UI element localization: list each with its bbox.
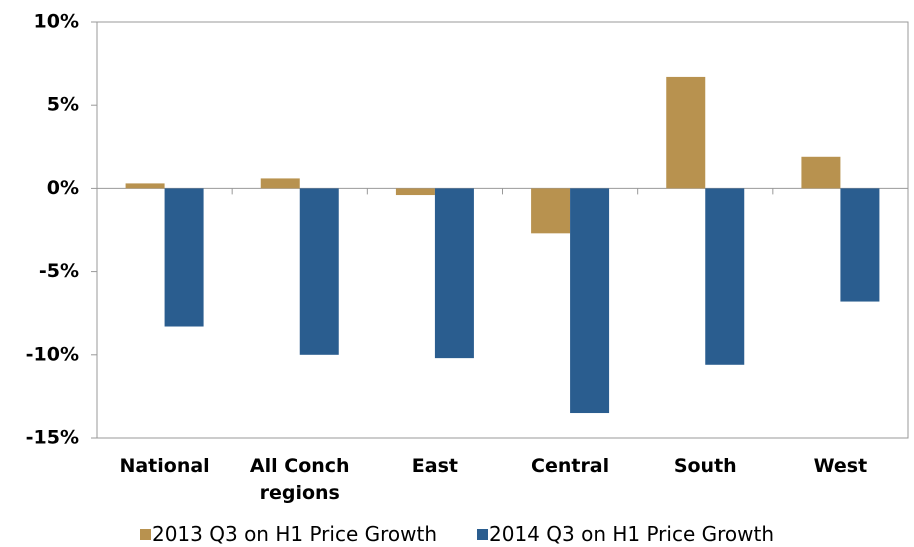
bar — [260, 178, 300, 189]
x-tick-label: All Conch regions — [249, 455, 350, 504]
bar — [840, 188, 880, 302]
bar — [125, 183, 165, 189]
y-tick-label: 10% — [34, 11, 79, 33]
bar — [570, 188, 610, 414]
bar — [666, 76, 706, 189]
y-tick-label: -10% — [26, 343, 79, 365]
bar — [434, 188, 474, 359]
y-tick-label: 0% — [47, 177, 79, 199]
legend-item: 2013 Q3 on H1 Price Growth — [139, 522, 437, 546]
legend-swatch — [477, 528, 488, 540]
x-tick-label: Central — [531, 455, 610, 477]
y-tick-label: -15% — [26, 427, 79, 449]
bar — [395, 188, 435, 196]
bar — [299, 188, 339, 355]
x-tick-label: National — [119, 455, 210, 477]
bar — [801, 156, 841, 189]
legend-item: 2014 Q3 on H1 Price Growth — [477, 522, 774, 546]
bar — [531, 188, 571, 234]
plot-frame — [96, 21, 909, 439]
y-tick-label: 5% — [47, 94, 79, 116]
x-tick-label: East — [411, 455, 458, 477]
legend: 2013 Q3 on H1 Price Growth 2014 Q3 on H1 … — [0, 522, 914, 546]
x-tick-label: South — [673, 455, 737, 477]
y-tick-label: -5% — [39, 260, 79, 282]
legend-label: 2014 Q3 on H1 Price Growth — [489, 522, 775, 546]
legend-swatch — [139, 528, 151, 540]
x-tick-label: West — [813, 455, 868, 477]
bar — [164, 188, 204, 327]
legend-label: 2013 Q3 on H1 Price Growth — [151, 522, 437, 546]
bar — [705, 188, 745, 365]
